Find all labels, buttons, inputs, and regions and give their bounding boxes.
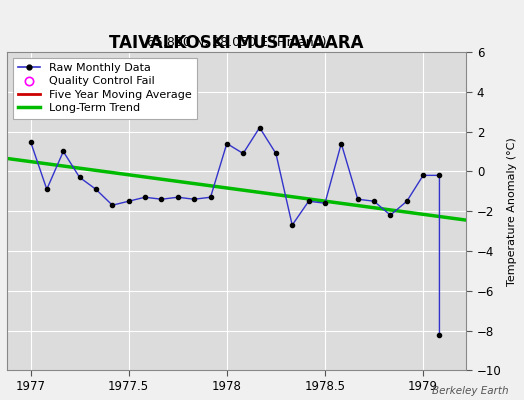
Text: 65.800 N, 28.050 E (Finland): 65.800 N, 28.050 E (Finland) (147, 36, 326, 49)
Legend: Raw Monthly Data, Quality Control Fail, Five Year Moving Average, Long-Term Tren: Raw Monthly Data, Quality Control Fail, … (13, 58, 198, 119)
Title: TAIVALKOSKI MUSTAVAARA: TAIVALKOSKI MUSTAVAARA (110, 34, 364, 52)
Text: Berkeley Earth: Berkeley Earth (432, 386, 508, 396)
Y-axis label: Temperature Anomaly (°C): Temperature Anomaly (°C) (507, 137, 517, 286)
